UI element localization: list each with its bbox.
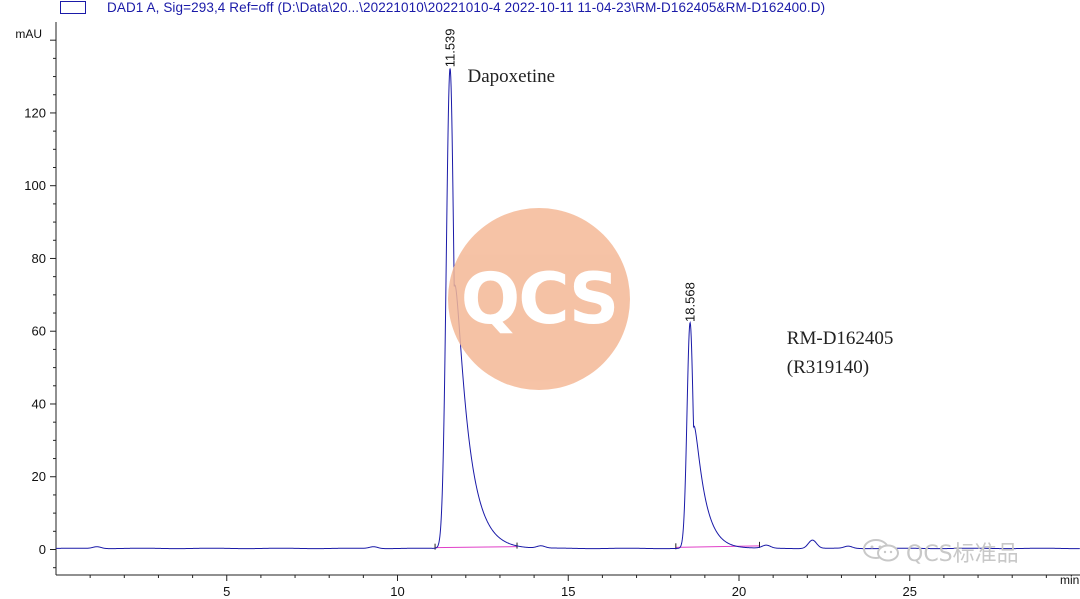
y-axis-unit: mAU (15, 27, 42, 41)
legend-label: DAD1 A, Sig=293,4 Ref=off (D:\Data\20...… (107, 0, 826, 15)
y-tick-label: 40 (32, 396, 46, 411)
y-tick-label: 80 (32, 251, 46, 266)
peak-retention-label: 18.568 (683, 282, 698, 322)
y-tick-label: 0 (39, 542, 46, 557)
x-tick-label: 10 (390, 584, 404, 599)
chromatogram-trace (55, 68, 1080, 550)
y-tick-label: 60 (32, 324, 46, 339)
x-tick-label: 25 (903, 584, 917, 599)
brand-text: QCS标准品 (906, 542, 1019, 567)
peak-annotation: (R319140) (787, 357, 869, 378)
legend: DAD1 A, Sig=293,4 Ref=off (D:\Data\20...… (0, 0, 1080, 18)
y-tick-label: 120 (24, 105, 46, 120)
x-tick-label: 20 (732, 584, 746, 599)
peak-annotation: Dapoxetine (468, 66, 556, 87)
integration-baseline (435, 546, 518, 549)
watermark-text: QCS (460, 258, 620, 340)
peak-retention-label: 11.539 (443, 28, 458, 67)
watermark-logo: QCS (448, 208, 630, 390)
x-axis-unit: min (1060, 573, 1079, 587)
x-tick-label: 15 (561, 584, 575, 599)
legend-swatch (60, 1, 86, 14)
y-tick-label: 100 (24, 178, 46, 193)
wechat-icon (863, 539, 899, 562)
peak-annotation: RM-D162405 (787, 328, 894, 349)
x-tick-label: 5 (223, 584, 230, 599)
chart-labels: 0 20 40 60 80 100 120 mAU 5 10 15 20 25 min 11.539 18.5… (15, 27, 1079, 599)
tick-marks (50, 39, 1047, 581)
integration-baseline (675, 545, 760, 548)
y-tick-label: 20 (32, 469, 46, 484)
